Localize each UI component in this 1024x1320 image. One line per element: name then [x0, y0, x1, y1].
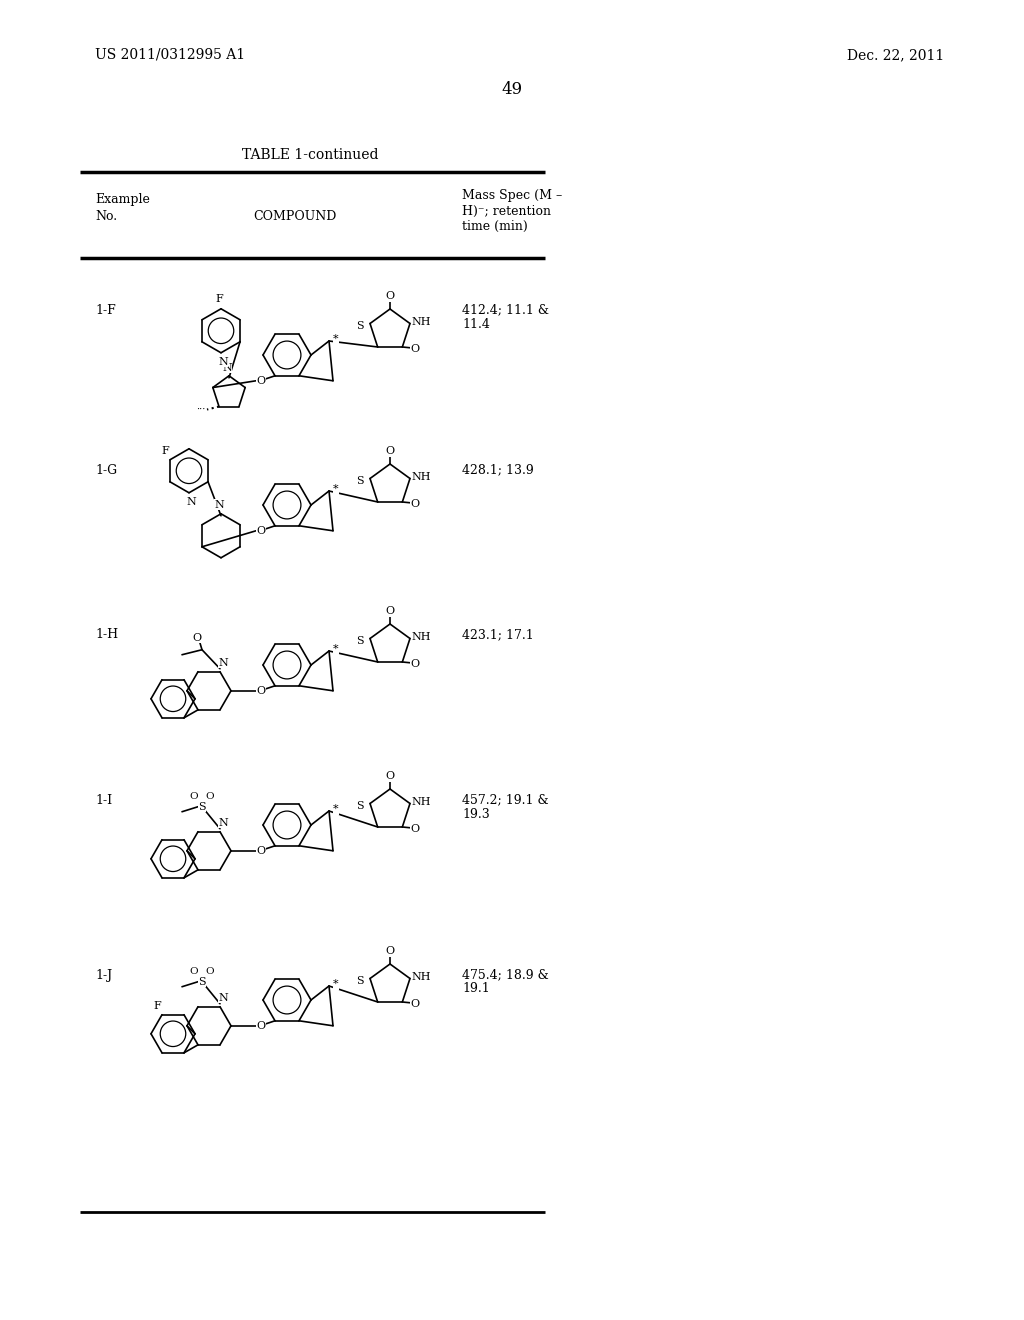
Text: N: N	[218, 993, 228, 1003]
Text: O: O	[256, 525, 265, 536]
Text: N: N	[218, 356, 228, 367]
Text: No.: No.	[95, 210, 117, 223]
Text: NH: NH	[412, 796, 431, 807]
Text: 1-G: 1-G	[95, 463, 117, 477]
Text: O: O	[411, 345, 420, 354]
Text: O: O	[411, 659, 420, 669]
Text: 423.1; 17.1: 423.1; 17.1	[462, 628, 534, 642]
Text: F: F	[215, 294, 223, 304]
Text: 11.4: 11.4	[462, 318, 489, 330]
Text: 1-I: 1-I	[95, 793, 112, 807]
Text: O: O	[189, 968, 199, 977]
Text: Example: Example	[95, 194, 150, 206]
Text: O: O	[385, 290, 394, 301]
Text: S: S	[356, 635, 364, 645]
Text: 1-H: 1-H	[95, 628, 118, 642]
Text: F: F	[154, 1001, 161, 1011]
Text: S: S	[356, 800, 364, 810]
Text: 19.3: 19.3	[462, 808, 489, 821]
Text: N: N	[186, 496, 196, 507]
Text: US 2011/0312995 A1: US 2011/0312995 A1	[95, 48, 245, 62]
Text: 412.4; 11.1 &: 412.4; 11.1 &	[462, 304, 549, 317]
Text: N: N	[222, 363, 231, 372]
Text: time (min): time (min)	[462, 219, 527, 232]
Text: NH: NH	[412, 631, 431, 642]
Text: H)⁻; retention: H)⁻; retention	[462, 205, 551, 218]
Text: N: N	[214, 500, 224, 510]
Text: 457.2; 19.1 &: 457.2; 19.1 &	[462, 793, 549, 807]
Text: S: S	[199, 977, 206, 987]
Text: O: O	[256, 846, 265, 855]
Text: 49: 49	[502, 82, 522, 99]
Text: *: *	[333, 979, 339, 989]
Text: 475.4; 18.9 &: 475.4; 18.9 &	[462, 969, 549, 982]
Text: S: S	[356, 321, 364, 330]
Text: O: O	[189, 792, 199, 801]
Text: S: S	[356, 975, 364, 986]
Text: O: O	[385, 946, 394, 956]
Text: *: *	[333, 804, 339, 814]
Text: O: O	[193, 632, 202, 643]
Text: O: O	[411, 999, 420, 1008]
Text: O: O	[206, 792, 214, 801]
Text: NH: NH	[412, 317, 431, 326]
Text: O: O	[411, 499, 420, 510]
Text: S: S	[199, 801, 206, 812]
Text: O: O	[385, 771, 394, 781]
Text: O: O	[206, 968, 214, 977]
Text: TABLE 1-continued: TABLE 1-continued	[242, 148, 378, 162]
Text: O: O	[385, 446, 394, 455]
Text: O: O	[256, 1020, 265, 1031]
Text: O: O	[256, 376, 265, 385]
Text: *: *	[333, 484, 339, 494]
Text: ···: ···	[197, 405, 206, 414]
Text: 19.1: 19.1	[462, 982, 489, 995]
Text: 1-F: 1-F	[95, 304, 116, 317]
Text: COMPOUND: COMPOUND	[253, 210, 337, 223]
Text: *: *	[333, 644, 339, 653]
Text: Mass Spec (M –: Mass Spec (M –	[462, 190, 562, 202]
Text: Dec. 22, 2011: Dec. 22, 2011	[847, 48, 944, 62]
Text: O: O	[256, 686, 265, 696]
Text: NH: NH	[412, 972, 431, 982]
Text: N: N	[218, 817, 228, 828]
Text: S: S	[356, 475, 364, 486]
Text: F: F	[161, 446, 169, 455]
Text: NH: NH	[412, 471, 431, 482]
Text: *: *	[333, 334, 339, 345]
Text: O: O	[411, 824, 420, 834]
Text: 1-J: 1-J	[95, 969, 112, 982]
Text: 428.1; 13.9: 428.1; 13.9	[462, 463, 534, 477]
Text: O: O	[385, 606, 394, 616]
Text: N: N	[218, 657, 228, 668]
